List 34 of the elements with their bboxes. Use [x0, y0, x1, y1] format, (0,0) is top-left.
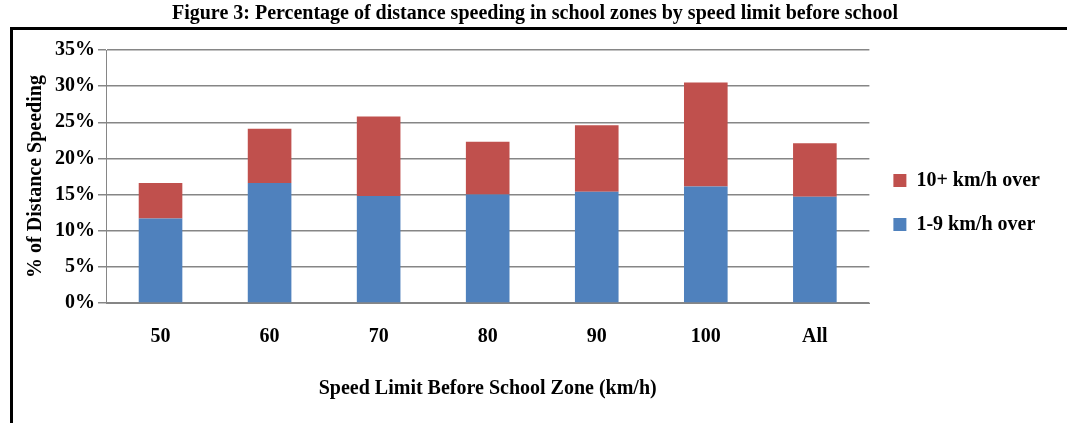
bar — [247, 183, 292, 303]
x-tick-label: 70 — [368, 324, 389, 347]
y-tick-label: 25% — [55, 109, 95, 132]
bar — [356, 116, 401, 197]
x-tick-label: 100 — [690, 324, 721, 347]
x-tick-label: 60 — [259, 324, 280, 347]
x-axis-title: Speed Limit Before School Zone (km/h) — [318, 376, 657, 400]
legend-label: 10+ km/h over — [916, 167, 1041, 190]
y-tick-label: 15% — [55, 181, 95, 204]
bar — [465, 141, 510, 195]
bar — [138, 218, 183, 303]
y-tick-label: 30% — [55, 73, 95, 96]
bar — [247, 128, 292, 184]
x-tick-label: 80 — [477, 324, 498, 347]
bar — [793, 196, 837, 303]
bar — [683, 82, 728, 187]
x-tick-label: All — [802, 324, 829, 347]
bar — [574, 125, 619, 192]
bar — [574, 191, 619, 303]
y-tick-label: 20% — [55, 145, 95, 168]
y-tick-label: 5% — [65, 254, 95, 277]
x-tick-label: 50 — [150, 324, 171, 347]
bar — [138, 183, 183, 219]
y-axis-title: % of Distance Speeding — [23, 75, 47, 278]
bar — [683, 186, 728, 303]
y-tick-label: 10% — [55, 217, 95, 240]
legend-label: 1-9 km/h over — [916, 211, 1036, 234]
x-tick-label: 90 — [586, 324, 607, 347]
y-tick-label: 35% — [55, 37, 95, 60]
y-tick-label: 0% — [65, 290, 95, 313]
bar — [465, 194, 510, 303]
bar — [356, 196, 401, 303]
chart-title: Figure 3: Percentage of distance speeding in school zones by speed limit before school — [171, 1, 899, 25]
bar — [793, 143, 837, 197]
